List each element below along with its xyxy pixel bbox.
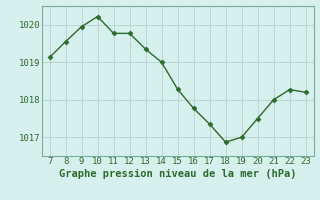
X-axis label: Graphe pression niveau de la mer (hPa): Graphe pression niveau de la mer (hPa) <box>59 169 296 179</box>
